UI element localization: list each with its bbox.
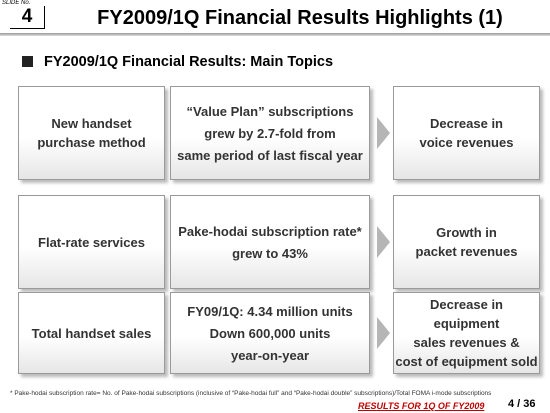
slide-number-box	[10, 6, 45, 29]
result-line: Growth in	[436, 225, 497, 240]
result-line: Decrease in	[430, 297, 503, 312]
result-box: Decrease in equipment sales revenues & cost…	[393, 292, 540, 374]
detail-line: FY09/1Q: 4.34 million units	[187, 303, 353, 319]
detail-line: same period of last fiscal year	[177, 147, 363, 163]
topic-line: Total handset sales	[31, 325, 152, 341]
result-box: Growth in packet revenues	[393, 195, 540, 289]
detail-box: “Value Plan” subscriptions grew by 2.7-fo…	[170, 86, 370, 180]
slide-number: 4	[21, 6, 33, 27]
footnote: * Pake-hodai subscription rate= No. of P…	[10, 390, 492, 397]
result-line: equipment	[433, 316, 500, 331]
result-line: cost of equipment sold	[395, 354, 538, 369]
result-line: packet revenues	[415, 244, 518, 259]
detail-box: FY09/1Q: 4.34 million units Down 600,000 …	[170, 292, 370, 374]
result-line: sales revenues &	[413, 335, 520, 350]
page-number: 4 / 36	[508, 398, 536, 410]
section-title: FY2009/1Q Financial Results: Main Topics	[44, 54, 334, 70]
footer: RESULTS FOR 1Q OF FY2009	[358, 401, 485, 411]
topic-line: New handset	[51, 116, 132, 131]
title: FY2009/1Q Financial Results Highlights (…	[97, 7, 503, 29]
topic-line: purchase method	[37, 135, 146, 150]
arrow	[377, 317, 390, 349]
result-line: voice revenues	[419, 135, 514, 150]
section-bullet	[22, 56, 33, 67]
arrow	[377, 226, 390, 258]
detail-line: Pake-hodai subscription rate*	[178, 223, 362, 239]
detail-line: grew to 43%	[232, 245, 308, 261]
topic-box: Total handset sales	[18, 292, 165, 374]
topic-box: New handset purchase method	[18, 86, 165, 180]
detail-line: grew by 2.7-fold from	[204, 125, 336, 141]
detail-line: year-on-year	[230, 347, 310, 363]
detail-line: “Value Plan” subscriptions	[186, 103, 354, 119]
arrow	[377, 117, 390, 149]
result-line: Decrease in	[430, 116, 503, 131]
detail-line: Down 600,000 units	[209, 325, 331, 341]
result-box: Decrease in voice revenues	[393, 86, 540, 180]
header-rule	[0, 33, 550, 36]
topic-box: Flat-rate services	[18, 195, 165, 289]
slide-label: SLIDE No.	[2, 0, 31, 6]
detail-box: Pake-hodai subscription rate* grew to 43%	[170, 195, 370, 289]
topic-line: Flat-rate services	[38, 234, 145, 250]
